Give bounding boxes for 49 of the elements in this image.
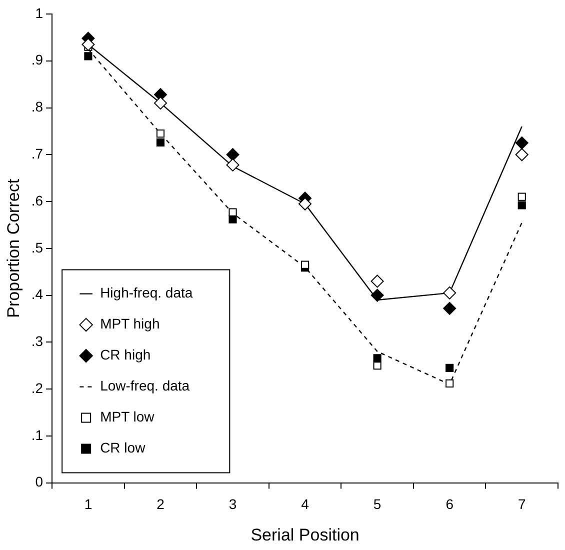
point bbox=[82, 38, 95, 51]
y-tick-label: .3 bbox=[31, 333, 44, 350]
point bbox=[84, 52, 92, 60]
y-tick-label: .1 bbox=[31, 426, 44, 443]
x-tick-label: 3 bbox=[228, 496, 237, 512]
y-tick-label: .9 bbox=[31, 52, 44, 68]
point bbox=[228, 208, 237, 216]
point bbox=[518, 192, 526, 201]
legend-label: Low-freq. data bbox=[100, 378, 190, 394]
y-tick-label: .7 bbox=[31, 146, 44, 162]
x-tick-label: 2 bbox=[156, 496, 165, 512]
x-tick-label: 1 bbox=[84, 496, 92, 512]
point bbox=[443, 286, 456, 300]
x-tick-label: 7 bbox=[518, 496, 526, 512]
x-tick-label: 6 bbox=[446, 496, 454, 512]
x-axis-title: Serial Position bbox=[250, 525, 360, 544]
point bbox=[370, 288, 384, 302]
y-tick-label: .5 bbox=[31, 239, 44, 256]
point bbox=[154, 96, 167, 110]
y-tick-label: 1 bbox=[35, 4, 44, 21]
x-tick-label: 4 bbox=[301, 496, 310, 512]
y-tick-label: 0 bbox=[35, 474, 44, 490]
legend-label: MPT low bbox=[100, 408, 156, 425]
point bbox=[226, 148, 240, 162]
y-tick-label: .8 bbox=[31, 98, 44, 115]
point bbox=[370, 274, 384, 288]
legend-label: High-freq. data bbox=[100, 284, 193, 301]
point bbox=[373, 354, 382, 362]
y-tick-label: .4 bbox=[31, 286, 44, 302]
point bbox=[373, 362, 382, 370]
legend-label: MPT high bbox=[100, 316, 160, 332]
point bbox=[301, 260, 310, 269]
y-tick-label: .6 bbox=[31, 192, 44, 208]
legend-label: CR high bbox=[100, 346, 151, 363]
y-tick-label: .2 bbox=[31, 380, 44, 396]
legend-label: CR low bbox=[100, 440, 146, 456]
x-tick-label: 5 bbox=[373, 496, 382, 512]
point bbox=[446, 364, 454, 372]
point bbox=[518, 201, 526, 210]
point bbox=[228, 215, 237, 224]
point bbox=[298, 197, 312, 210]
point bbox=[226, 158, 240, 172]
point bbox=[156, 130, 165, 138]
point bbox=[156, 138, 165, 146]
point bbox=[443, 302, 456, 315]
point bbox=[515, 148, 528, 162]
point bbox=[515, 136, 528, 150]
point bbox=[446, 379, 454, 388]
y-axis-title: Proportion Correct bbox=[4, 178, 23, 318]
